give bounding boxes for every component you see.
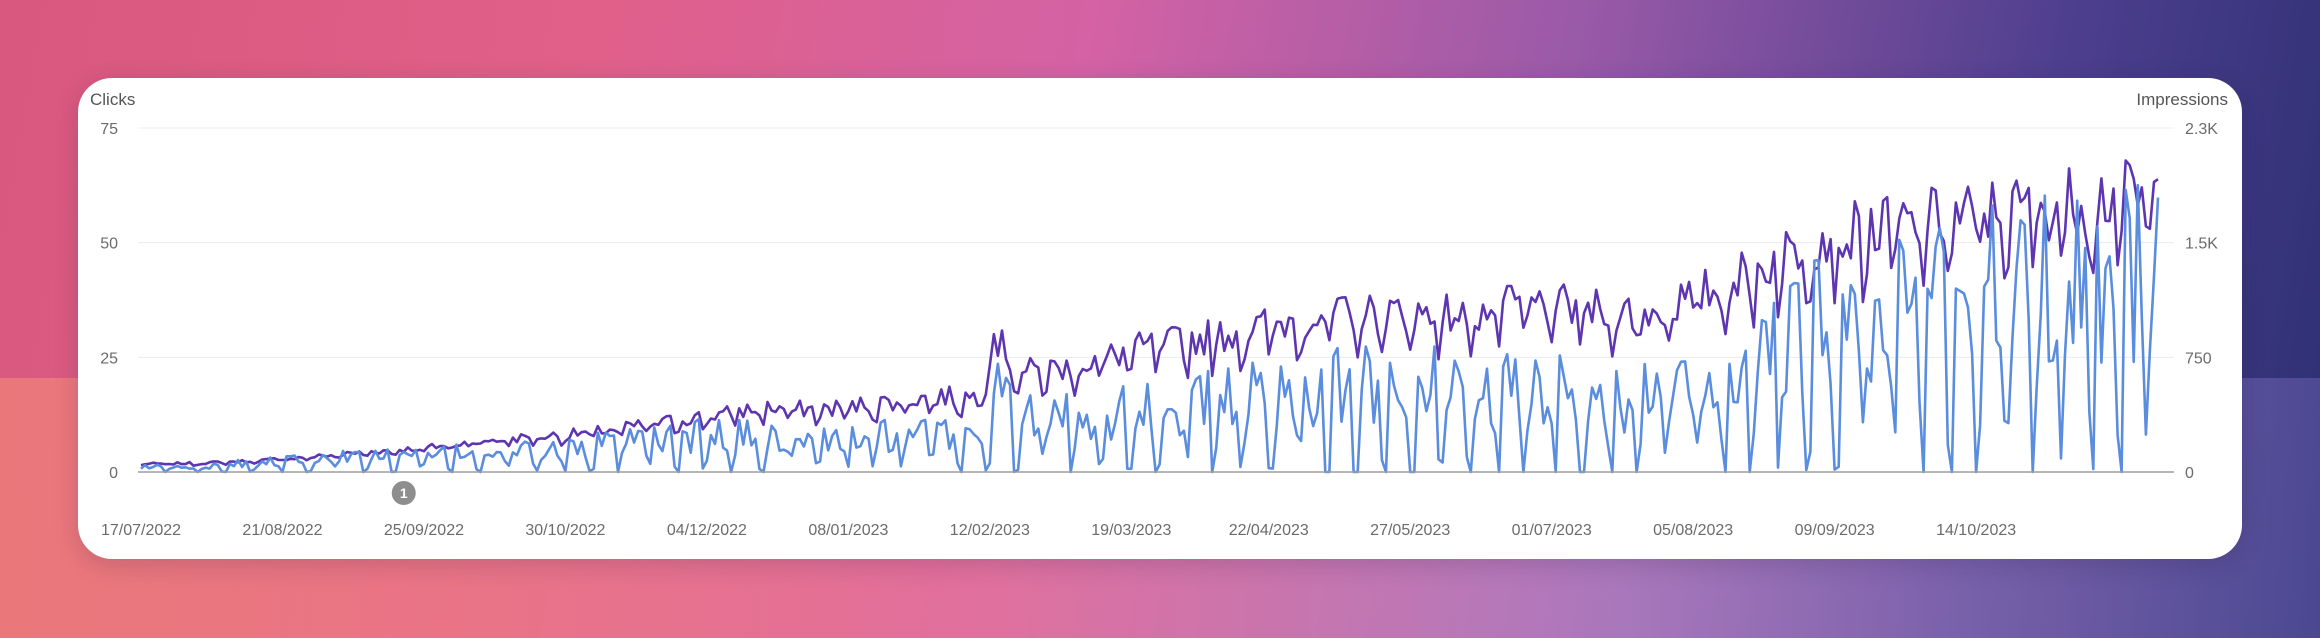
x-tick-label: 09/09/2023 <box>1795 522 1875 539</box>
series-layer <box>140 159 2160 474</box>
x-tick-label: 12/02/2023 <box>950 522 1030 539</box>
x-tick-label: 30/10/2022 <box>525 522 605 539</box>
impressions-line <box>140 159 2159 467</box>
annotation-label: 1 <box>400 485 408 501</box>
right-tick-label: 750 <box>2185 350 2212 367</box>
x-tick-label: 17/07/2022 <box>101 522 181 539</box>
left-axis-ticks: 0 25 50 75 <box>100 121 118 482</box>
x-tick-label: 22/04/2023 <box>1229 522 1309 539</box>
clicks-line <box>140 183 2160 474</box>
left-tick-label: 75 <box>100 121 118 138</box>
x-tick-label: 19/03/2023 <box>1091 522 1171 539</box>
x-tick-label: 01/07/2023 <box>1512 522 1592 539</box>
x-tick-label: 25/09/2022 <box>384 522 464 539</box>
right-axis-title: Impressions <box>2136 90 2228 109</box>
x-tick-label: 04/12/2022 <box>667 522 747 539</box>
x-tick-label: 08/01/2023 <box>808 522 888 539</box>
x-axis-ticks: 17/07/2022 21/08/2022 25/09/2022 30/10/2022… <box>101 522 2016 539</box>
left-tick-label: 25 <box>100 350 118 367</box>
right-tick-label: 2.3K <box>2185 121 2218 138</box>
right-axis-ticks: 0 750 1.5K 2.3K <box>2185 121 2218 482</box>
x-tick-label: 21/08/2022 <box>242 522 322 539</box>
chart-card: Clicks Impressions 0 25 50 75 0 750 1.5K 2.3K … <box>78 78 2242 559</box>
left-tick-label: 50 <box>100 236 118 253</box>
left-tick-label: 0 <box>109 465 118 482</box>
annotation-circle <box>391 481 416 505</box>
x-tick-label: 27/05/2023 <box>1370 522 1450 539</box>
right-tick-label: 0 <box>2185 465 2194 482</box>
left-axis-title: Clicks <box>90 90 135 109</box>
right-tick-label: 1.5K <box>2185 236 2218 253</box>
x-tick-label: 05/08/2023 <box>1653 522 1733 539</box>
gridlines <box>138 127 2174 358</box>
x-tick-label: 14/10/2023 <box>1936 522 2016 539</box>
annotation-marker[interactable]: 1 <box>391 481 416 505</box>
